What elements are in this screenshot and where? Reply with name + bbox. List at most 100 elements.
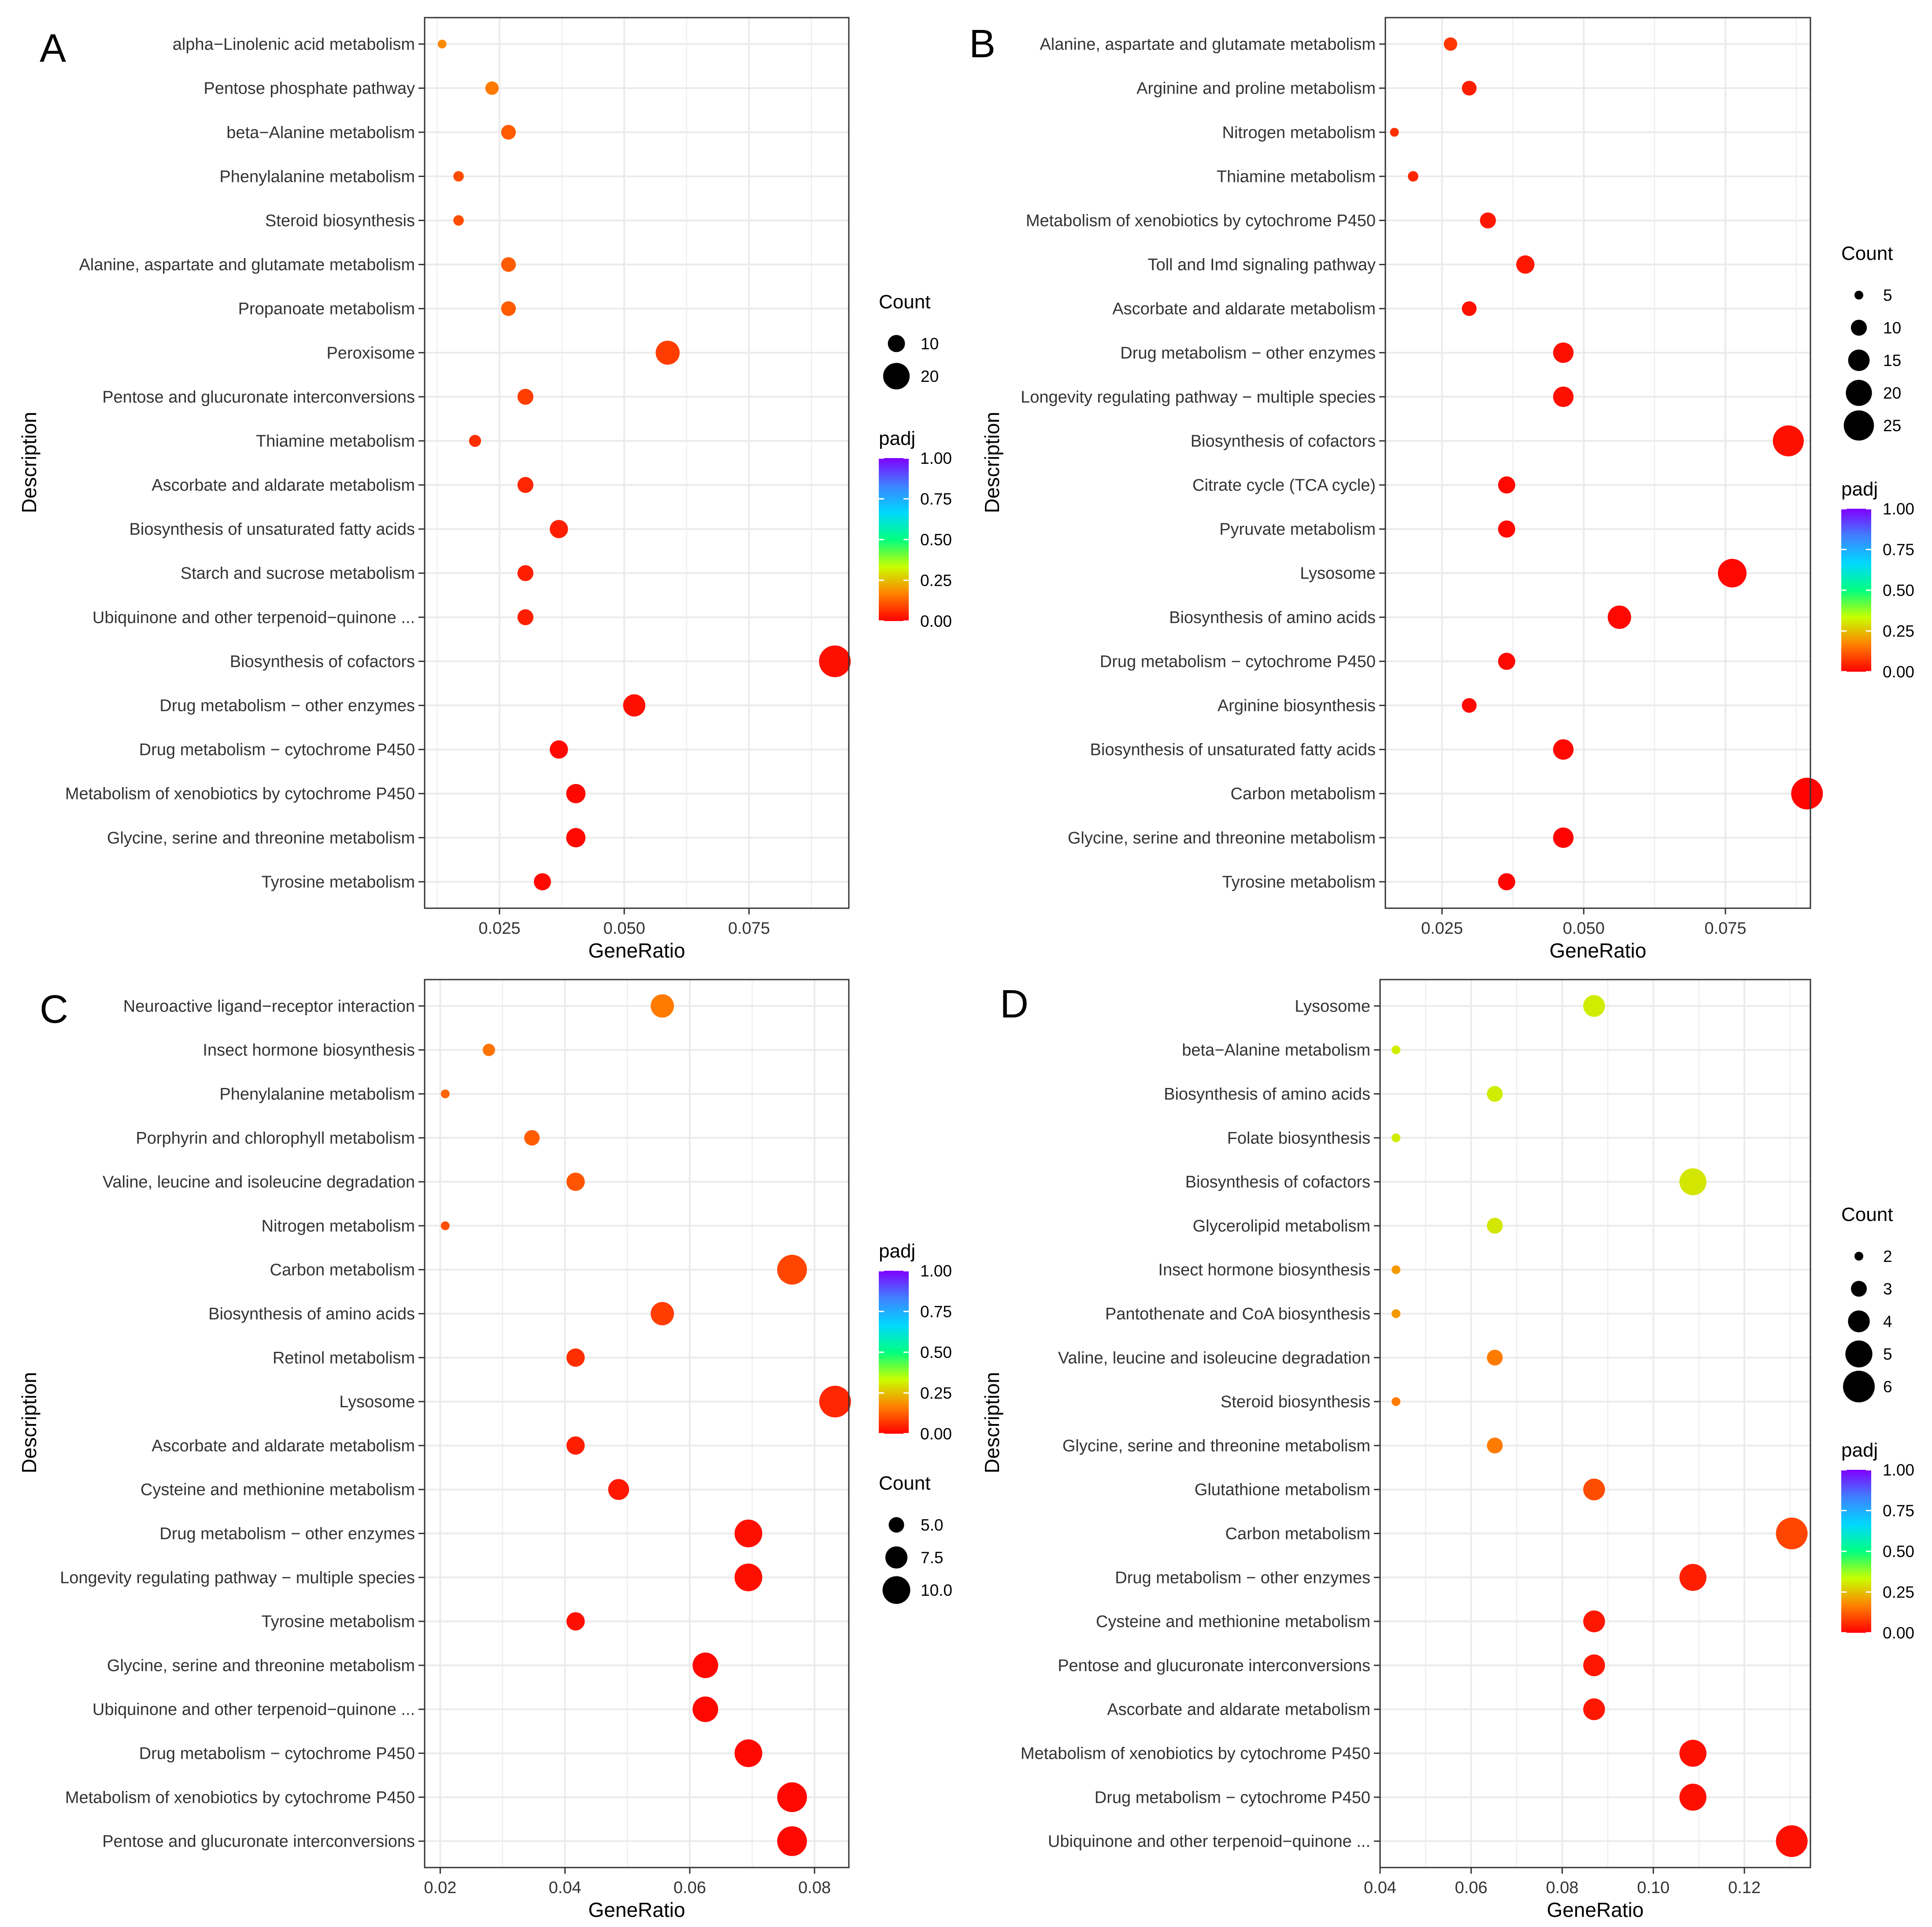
padj-legend-title: padj [879, 1240, 915, 1262]
data-point [1392, 1309, 1401, 1318]
padj-legend: padj 1.00 0.75 0.50 0.25 0.00 [1841, 478, 1914, 681]
x-axis-title: GeneRatio [588, 1898, 685, 1921]
padj-legend: padj 1.00 0.75 0.50 0.25 0.00 [879, 1240, 952, 1443]
x-tick-label: 0.025 [478, 919, 520, 938]
count-legend-label: 7.5 [921, 1549, 943, 1567]
count-legend-label: 5.0 [921, 1516, 943, 1534]
y-tick-label: Arginine biosynthesis [1218, 697, 1376, 715]
y-tick-label: Glycine, serine and threonine metabolism [107, 1657, 415, 1675]
y-tick-label: Drug metabolism − cytochrome P450 [1100, 652, 1376, 671]
count-legend-key [883, 362, 910, 390]
data-point [550, 740, 568, 759]
y-tick-label: beta−Alanine metabolism [1182, 1041, 1370, 1060]
data-point [566, 1612, 585, 1631]
y-tick-label: Metabolism of xenobiotics by cytochrome … [1021, 1745, 1370, 1763]
y-tick-label: Neuroactive ligand−receptor interaction [123, 997, 415, 1016]
y-tick-label: Longevity regulating pathway − multiple … [60, 1568, 415, 1587]
data-point [1607, 605, 1631, 629]
padj-legend-label: 1.00 [920, 449, 952, 467]
padj-legend-label: 0.00 [920, 1425, 952, 1443]
y-tick-label: Propanoate metabolism [238, 300, 415, 318]
y-tick-label: Metabolism of xenobiotics by cytochrome … [65, 1788, 415, 1807]
data-point [501, 125, 516, 140]
data-point [1480, 212, 1496, 229]
data-point [1462, 698, 1477, 713]
data-point [734, 1520, 762, 1547]
data-point [566, 1348, 585, 1367]
y-tick-label: Thiamine metabolism [1217, 167, 1376, 186]
x-tick-label: 0.075 [728, 919, 770, 938]
count-legend-label: 20 [921, 367, 939, 385]
data-point [517, 565, 533, 581]
data-point [1408, 171, 1418, 182]
data-point [819, 1386, 851, 1418]
data-point [524, 1130, 540, 1146]
padj-legend-label: 1.00 [1883, 500, 1914, 518]
y-tick-label: Citrate cycle (TCA cycle) [1192, 476, 1376, 495]
count-legend-label: 3 [1883, 1280, 1892, 1298]
count-legend-key [1851, 1281, 1867, 1297]
count-legend-key [1845, 1340, 1873, 1368]
x-tick-label: 0.06 [674, 1879, 706, 1897]
data-point [692, 1652, 718, 1678]
data-point [1776, 1517, 1808, 1550]
padj-legend-label: 0.25 [1883, 622, 1914, 640]
data-point [437, 40, 447, 49]
data-point [1487, 1350, 1503, 1366]
y-tick-label: Porphyrin and chlorophyll metabolism [136, 1129, 415, 1147]
panel-letter: B [969, 22, 996, 66]
y-tick-label: Phenylalanine metabolism [219, 167, 415, 186]
x-axis-title: GeneRatio [588, 939, 685, 962]
data-point [440, 1221, 450, 1230]
panel-c: Neuroactive ligand−receptor interaction I… [18, 979, 952, 1921]
data-point [501, 301, 516, 316]
count-legend-key [882, 1576, 910, 1604]
x-tick-label: 0.050 [603, 919, 645, 938]
data-point [1679, 1168, 1706, 1195]
data-point [1392, 1045, 1401, 1054]
padj-legend-label: 0.00 [1883, 663, 1914, 681]
y-tick-label: Biosynthesis of cofactors [1185, 1173, 1370, 1191]
y-tick-label: Alanine, aspartate and glutamate metabol… [79, 256, 415, 274]
count-legend-label: 25 [1883, 417, 1901, 435]
x-tick-label: 0.025 [1421, 919, 1463, 938]
y-tick-label: Insect hormone biosynthesis [203, 1041, 415, 1060]
count-legend-key [1848, 349, 1870, 371]
padj-legend-label: 0.75 [1883, 1502, 1914, 1520]
count-legend: Count 5 10 15 20 25 [1841, 243, 1901, 441]
count-legend-label: 2 [1883, 1247, 1892, 1265]
count-legend-key [1854, 291, 1863, 300]
y-tick-label: Cysteine and methionine metabolism [141, 1481, 415, 1499]
y-tick-label: Ascorbate and aldarate metabolism [1112, 300, 1376, 318]
y-tick-label: Starch and sucrose metabolism [181, 564, 415, 583]
count-legend: Count 10 20 [879, 291, 939, 390]
data-point [655, 340, 680, 365]
data-point [1679, 1739, 1706, 1767]
y-tick-label: Cysteine and methionine metabolism [1096, 1613, 1370, 1631]
x-tick-label: 0.050 [1563, 919, 1605, 938]
y-tick-label: Glycine, serine and threonine metabolism [107, 829, 415, 847]
count-legend-key [1843, 1371, 1875, 1402]
plot-area [1380, 980, 1810, 1868]
count-legend-label: 15 [1883, 351, 1901, 370]
y-tick-label: Tyrosine metabolism [262, 1613, 415, 1631]
y-tick-label: Steroid biosynthesis [265, 211, 415, 230]
data-point [485, 81, 499, 95]
panel-letter: A [40, 26, 66, 70]
count-legend-label: 20 [1883, 384, 1901, 402]
data-point [1392, 1133, 1401, 1143]
data-point [1583, 1610, 1605, 1632]
y-axis-title: Description [981, 1372, 1003, 1473]
data-point [651, 994, 674, 1018]
y-tick-label: beta−Alanine metabolism [226, 123, 415, 142]
x-axis-title: GeneRatio [1550, 939, 1647, 962]
y-tick-label: Retinol metabolism [273, 1349, 415, 1367]
data-point [1487, 1086, 1503, 1102]
panel-letter: C [40, 988, 68, 1032]
data-point [1498, 873, 1515, 891]
data-point [1443, 37, 1458, 51]
data-point [1498, 520, 1515, 538]
y-tick-label: Tyrosine metabolism [1222, 873, 1376, 891]
data-point [517, 477, 533, 493]
data-point [1392, 1397, 1401, 1406]
